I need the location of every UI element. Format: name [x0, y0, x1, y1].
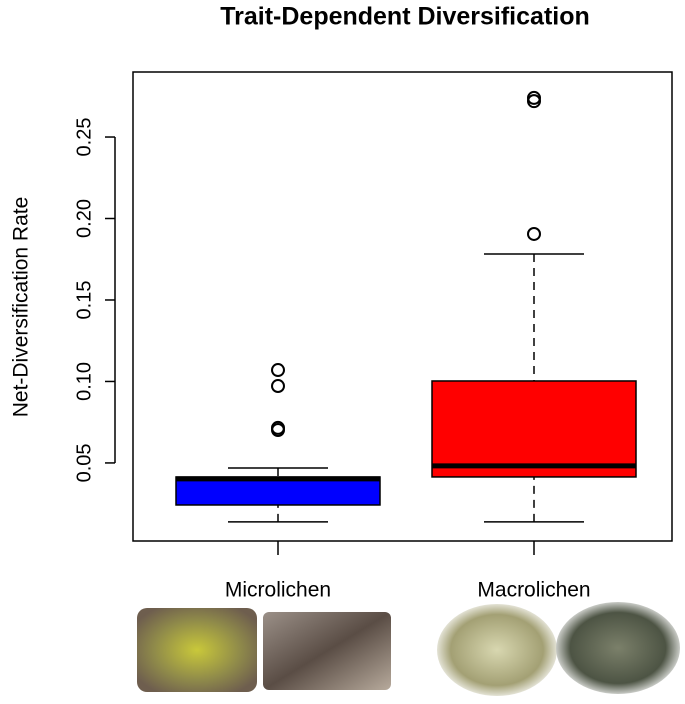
y-axis-label: Net-Diversification Rate — [10, 197, 33, 418]
photo — [137, 608, 257, 692]
outlier — [271, 363, 285, 378]
chart-title: Trait-Dependent Diversification — [220, 3, 590, 31]
y-tick-label: 0.20 — [73, 199, 95, 238]
outlier — [527, 94, 541, 109]
outlier — [271, 423, 285, 438]
box — [175, 476, 381, 506]
photo — [263, 612, 391, 690]
y-tick-label: 0.05 — [73, 443, 95, 482]
photo — [556, 602, 680, 694]
x-tick-label: Macrolichen — [477, 579, 590, 602]
plot-frame — [132, 71, 673, 542]
x-tick-label: Microlichen — [225, 579, 331, 602]
outlier — [527, 226, 541, 241]
outlier — [271, 379, 285, 394]
photo — [437, 604, 557, 696]
photos — [137, 602, 680, 696]
y-tick-label: 0.15 — [73, 281, 95, 320]
y-tick-label: 0.25 — [73, 118, 95, 157]
y-tick-label: 0.10 — [73, 362, 95, 401]
box — [431, 380, 637, 478]
